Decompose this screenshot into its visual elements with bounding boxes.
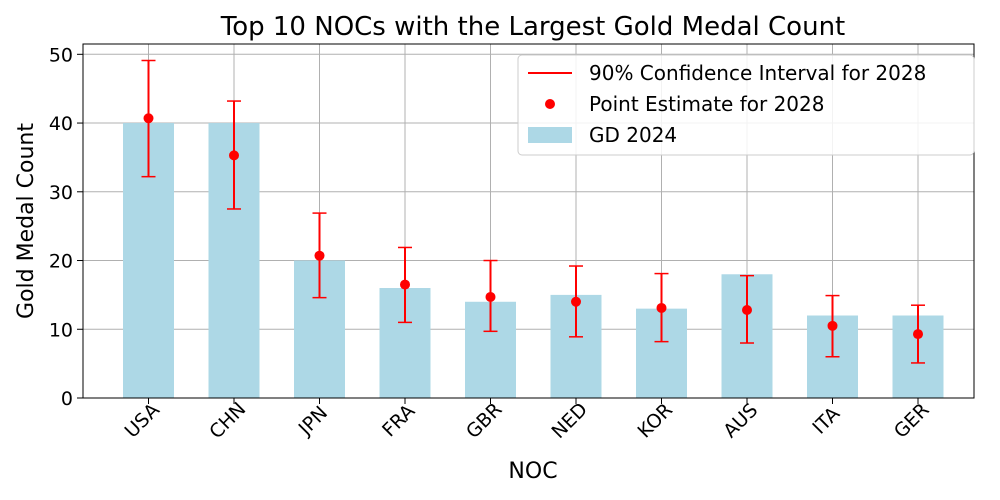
y-tick-label: 20 (49, 251, 73, 273)
y-tick-label: 0 (61, 388, 73, 410)
y-tick-label: 50 (49, 44, 73, 66)
bars-layer (123, 123, 944, 398)
y-axis-ticks: 0 10 20 30 40 50 (49, 44, 83, 410)
point-estimate-gbr (485, 291, 496, 302)
legend-box (517, 54, 975, 156)
y-tick-label: 40 (49, 113, 73, 135)
points-layer (143, 113, 923, 340)
legend: 90% Confidence Interval for 2028 Point Es… (517, 54, 975, 156)
point-estimate-fra (400, 279, 410, 290)
y-axis-label: Gold Medal Count (14, 123, 39, 319)
legend-label: Point Estimate for 2028 (589, 92, 824, 116)
point-estimate-ned (571, 296, 581, 307)
chart-title: Top 10 NOCs with the Largest Gold Medal … (220, 12, 846, 42)
legend-swatch-bar (528, 127, 572, 143)
legend-swatch-point (545, 99, 555, 109)
point-estimate-kor (656, 302, 667, 313)
point-estimate-usa (143, 113, 154, 124)
x-axis-label: NOC (508, 459, 557, 484)
legend-label: 90% Confidence Interval for 2028 (589, 61, 926, 85)
point-estimate-ger (913, 329, 923, 340)
point-estimate-jpn (314, 250, 325, 261)
legend-label: GD 2024 (589, 123, 677, 147)
y-tick-label: 10 (49, 319, 73, 341)
plot-frame (82, 43, 975, 399)
point-estimate-ita (827, 320, 838, 331)
point-estimate-aus (742, 305, 752, 316)
point-estimate-chn (229, 150, 239, 161)
y-tick-label: 30 (49, 182, 73, 204)
